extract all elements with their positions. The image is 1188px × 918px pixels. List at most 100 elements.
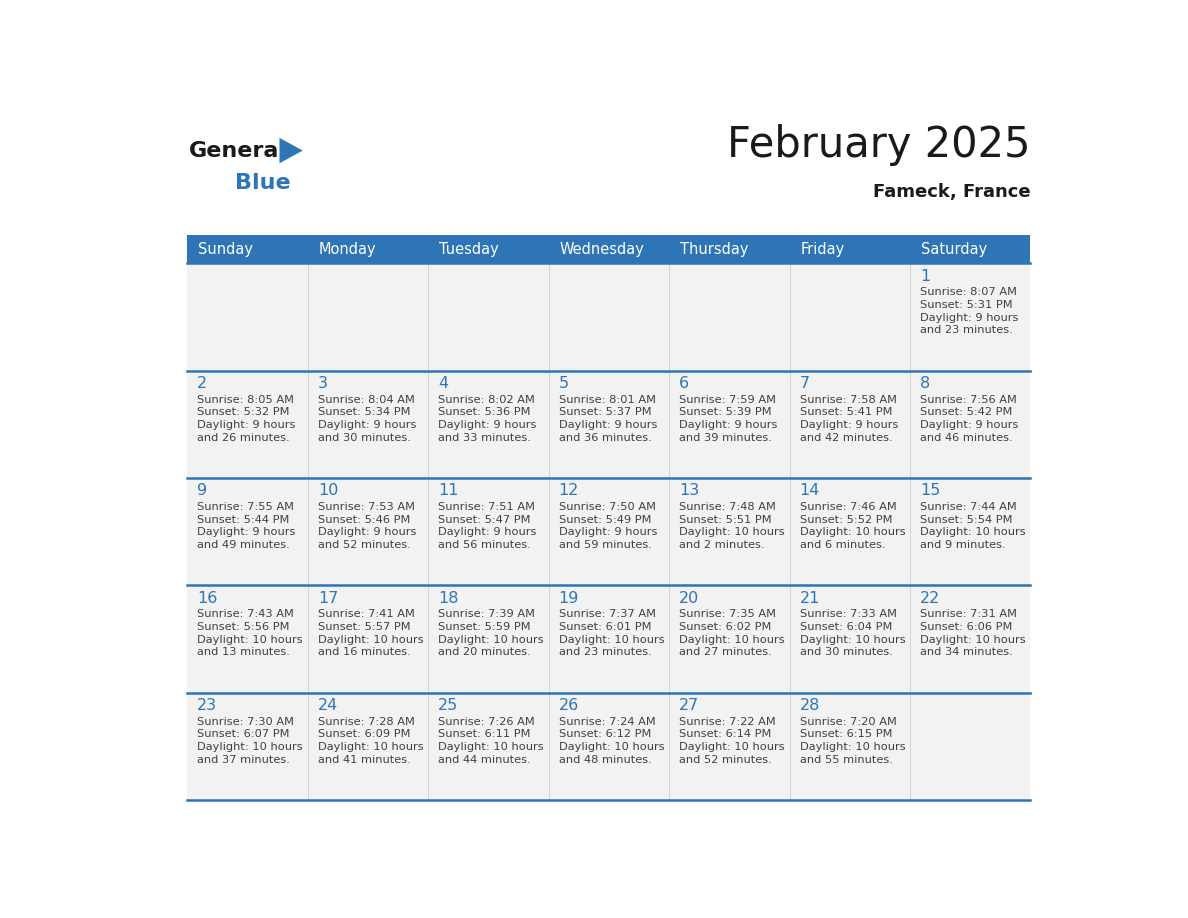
Text: and 55 minutes.: and 55 minutes. — [800, 755, 892, 765]
Text: Fameck, France: Fameck, France — [873, 184, 1030, 201]
Text: Daylight: 9 hours: Daylight: 9 hours — [197, 527, 296, 537]
Text: 11: 11 — [438, 484, 459, 498]
Bar — [428, 478, 549, 586]
Text: Daylight: 10 hours: Daylight: 10 hours — [317, 742, 423, 752]
Text: Daylight: 10 hours: Daylight: 10 hours — [680, 742, 785, 752]
Bar — [669, 263, 790, 371]
Text: Sunrise: 7:53 AM: Sunrise: 7:53 AM — [317, 502, 415, 512]
Text: 28: 28 — [800, 698, 820, 713]
Text: and 42 minutes.: and 42 minutes. — [800, 432, 892, 442]
Text: Sunset: 5:44 PM: Sunset: 5:44 PM — [197, 515, 290, 525]
Text: 7: 7 — [800, 376, 810, 391]
Text: Daylight: 10 hours: Daylight: 10 hours — [558, 634, 664, 644]
Bar — [669, 371, 790, 478]
Text: Daylight: 10 hours: Daylight: 10 hours — [680, 634, 785, 644]
Text: Sunrise: 7:33 AM: Sunrise: 7:33 AM — [800, 610, 897, 620]
Text: Sunset: 5:42 PM: Sunset: 5:42 PM — [920, 408, 1012, 418]
Text: and 23 minutes.: and 23 minutes. — [558, 647, 651, 657]
Text: and 9 minutes.: and 9 minutes. — [920, 540, 1006, 550]
Text: Sunrise: 7:55 AM: Sunrise: 7:55 AM — [197, 502, 295, 512]
Bar — [188, 478, 308, 586]
Text: Sunset: 5:59 PM: Sunset: 5:59 PM — [438, 622, 531, 632]
Bar — [549, 478, 669, 586]
Text: Sunset: 6:09 PM: Sunset: 6:09 PM — [317, 729, 410, 739]
Text: Sunset: 5:31 PM: Sunset: 5:31 PM — [920, 300, 1012, 310]
Text: Sunday: Sunday — [198, 241, 253, 257]
Text: Sunrise: 7:50 AM: Sunrise: 7:50 AM — [558, 502, 656, 512]
Text: Sunset: 6:11 PM: Sunset: 6:11 PM — [438, 729, 531, 739]
Text: 14: 14 — [800, 484, 820, 498]
Bar — [910, 371, 1030, 478]
Text: and 36 minutes.: and 36 minutes. — [558, 432, 651, 442]
Bar — [188, 371, 308, 478]
Text: and 59 minutes.: and 59 minutes. — [558, 540, 651, 550]
Text: 20: 20 — [680, 591, 700, 606]
Bar — [428, 693, 549, 800]
Text: and 26 minutes.: and 26 minutes. — [197, 432, 290, 442]
Text: and 2 minutes.: and 2 minutes. — [680, 540, 765, 550]
Text: Sunrise: 7:28 AM: Sunrise: 7:28 AM — [317, 717, 415, 727]
Text: Daylight: 9 hours: Daylight: 9 hours — [920, 420, 1018, 430]
Text: Sunset: 6:14 PM: Sunset: 6:14 PM — [680, 729, 771, 739]
Text: Sunset: 5:41 PM: Sunset: 5:41 PM — [800, 408, 892, 418]
Bar — [669, 586, 790, 693]
Polygon shape — [279, 138, 303, 163]
Bar — [790, 371, 910, 478]
Text: Sunset: 6:02 PM: Sunset: 6:02 PM — [680, 622, 771, 632]
Text: 9: 9 — [197, 484, 208, 498]
Text: Daylight: 9 hours: Daylight: 9 hours — [438, 420, 537, 430]
Text: Sunset: 6:12 PM: Sunset: 6:12 PM — [558, 729, 651, 739]
Text: Sunset: 6:06 PM: Sunset: 6:06 PM — [920, 622, 1012, 632]
Text: and 52 minutes.: and 52 minutes. — [317, 540, 411, 550]
Text: 24: 24 — [317, 698, 339, 713]
Text: and 13 minutes.: and 13 minutes. — [197, 647, 290, 657]
Text: Sunrise: 7:35 AM: Sunrise: 7:35 AM — [680, 610, 776, 620]
Text: 17: 17 — [317, 591, 339, 606]
Text: Sunset: 5:54 PM: Sunset: 5:54 PM — [920, 515, 1012, 525]
Text: Daylight: 10 hours: Daylight: 10 hours — [800, 742, 905, 752]
Bar — [910, 693, 1030, 800]
Text: Sunrise: 7:30 AM: Sunrise: 7:30 AM — [197, 717, 295, 727]
Text: Sunset: 5:49 PM: Sunset: 5:49 PM — [558, 515, 651, 525]
Bar — [549, 263, 669, 371]
Text: Sunrise: 7:58 AM: Sunrise: 7:58 AM — [800, 395, 897, 405]
Text: 15: 15 — [920, 484, 941, 498]
Text: Sunset: 5:47 PM: Sunset: 5:47 PM — [438, 515, 531, 525]
Text: and 23 minutes.: and 23 minutes. — [920, 325, 1013, 335]
Text: Daylight: 10 hours: Daylight: 10 hours — [317, 634, 423, 644]
Text: Sunrise: 7:59 AM: Sunrise: 7:59 AM — [680, 395, 776, 405]
Text: 25: 25 — [438, 698, 459, 713]
Text: and 48 minutes.: and 48 minutes. — [558, 755, 651, 765]
Text: Sunrise: 8:04 AM: Sunrise: 8:04 AM — [317, 395, 415, 405]
Text: Sunset: 5:51 PM: Sunset: 5:51 PM — [680, 515, 772, 525]
Text: 1: 1 — [920, 269, 930, 284]
Text: Sunrise: 7:24 AM: Sunrise: 7:24 AM — [558, 717, 656, 727]
Text: February 2025: February 2025 — [727, 124, 1030, 166]
Bar — [308, 586, 428, 693]
Text: 26: 26 — [558, 698, 579, 713]
Text: Thursday: Thursday — [680, 241, 748, 257]
Bar — [188, 693, 308, 800]
Text: 3: 3 — [317, 376, 328, 391]
Text: Wednesday: Wednesday — [560, 241, 644, 257]
Text: Sunrise: 7:20 AM: Sunrise: 7:20 AM — [800, 717, 897, 727]
Text: Daylight: 9 hours: Daylight: 9 hours — [800, 420, 898, 430]
Text: and 44 minutes.: and 44 minutes. — [438, 755, 531, 765]
Text: Sunrise: 8:07 AM: Sunrise: 8:07 AM — [920, 287, 1017, 297]
Bar — [669, 478, 790, 586]
Bar — [790, 263, 910, 371]
Text: Sunrise: 8:05 AM: Sunrise: 8:05 AM — [197, 395, 295, 405]
Bar — [308, 371, 428, 478]
Text: and 49 minutes.: and 49 minutes. — [197, 540, 290, 550]
Text: and 30 minutes.: and 30 minutes. — [317, 432, 411, 442]
Text: Daylight: 9 hours: Daylight: 9 hours — [920, 313, 1018, 322]
Text: Daylight: 9 hours: Daylight: 9 hours — [317, 527, 416, 537]
Text: Daylight: 10 hours: Daylight: 10 hours — [800, 527, 905, 537]
Text: Daylight: 10 hours: Daylight: 10 hours — [920, 527, 1025, 537]
Text: 18: 18 — [438, 591, 459, 606]
Bar — [549, 371, 669, 478]
Text: Sunset: 5:36 PM: Sunset: 5:36 PM — [438, 408, 531, 418]
Text: 10: 10 — [317, 484, 339, 498]
Text: Sunset: 5:37 PM: Sunset: 5:37 PM — [558, 408, 651, 418]
Text: Sunset: 6:15 PM: Sunset: 6:15 PM — [800, 729, 892, 739]
